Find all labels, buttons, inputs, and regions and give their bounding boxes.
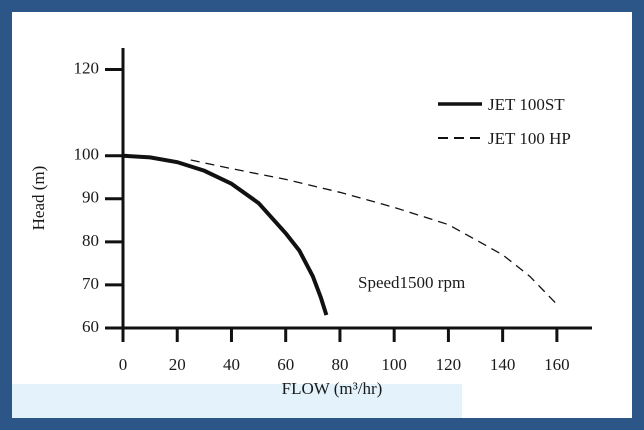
- x-tick-label: 160: [544, 355, 570, 374]
- y-axis-label: Head (m): [29, 166, 48, 231]
- x-tick-label: 20: [169, 355, 186, 374]
- y-tick-label: 60: [82, 317, 99, 336]
- x-tick-label: 100: [381, 355, 407, 374]
- legend-label: JET 100ST: [488, 95, 565, 114]
- annotation: Speed1500 rpm: [358, 273, 465, 292]
- panel-band: [12, 384, 462, 418]
- y-tick-label: 120: [74, 58, 100, 77]
- y-tick-label: 80: [82, 231, 99, 250]
- y-tick-label: 70: [82, 274, 99, 293]
- legend-label: JET 100 HP: [488, 129, 571, 148]
- y-tick-label: 90: [82, 188, 99, 207]
- x-axis-label: FLOW (m³/hr): [282, 379, 383, 398]
- x-tick-label: 80: [331, 355, 348, 374]
- x-tick-label: 120: [436, 355, 462, 374]
- x-tick-label: 40: [223, 355, 240, 374]
- y-tick-label: 100: [74, 145, 100, 164]
- panel: [12, 12, 632, 418]
- line-series: [190, 159, 558, 305]
- line-series: [122, 153, 329, 316]
- x-tick-label: 0: [119, 355, 128, 374]
- x-tick-label: 140: [490, 355, 516, 374]
- x-tick-label: 60: [277, 355, 294, 374]
